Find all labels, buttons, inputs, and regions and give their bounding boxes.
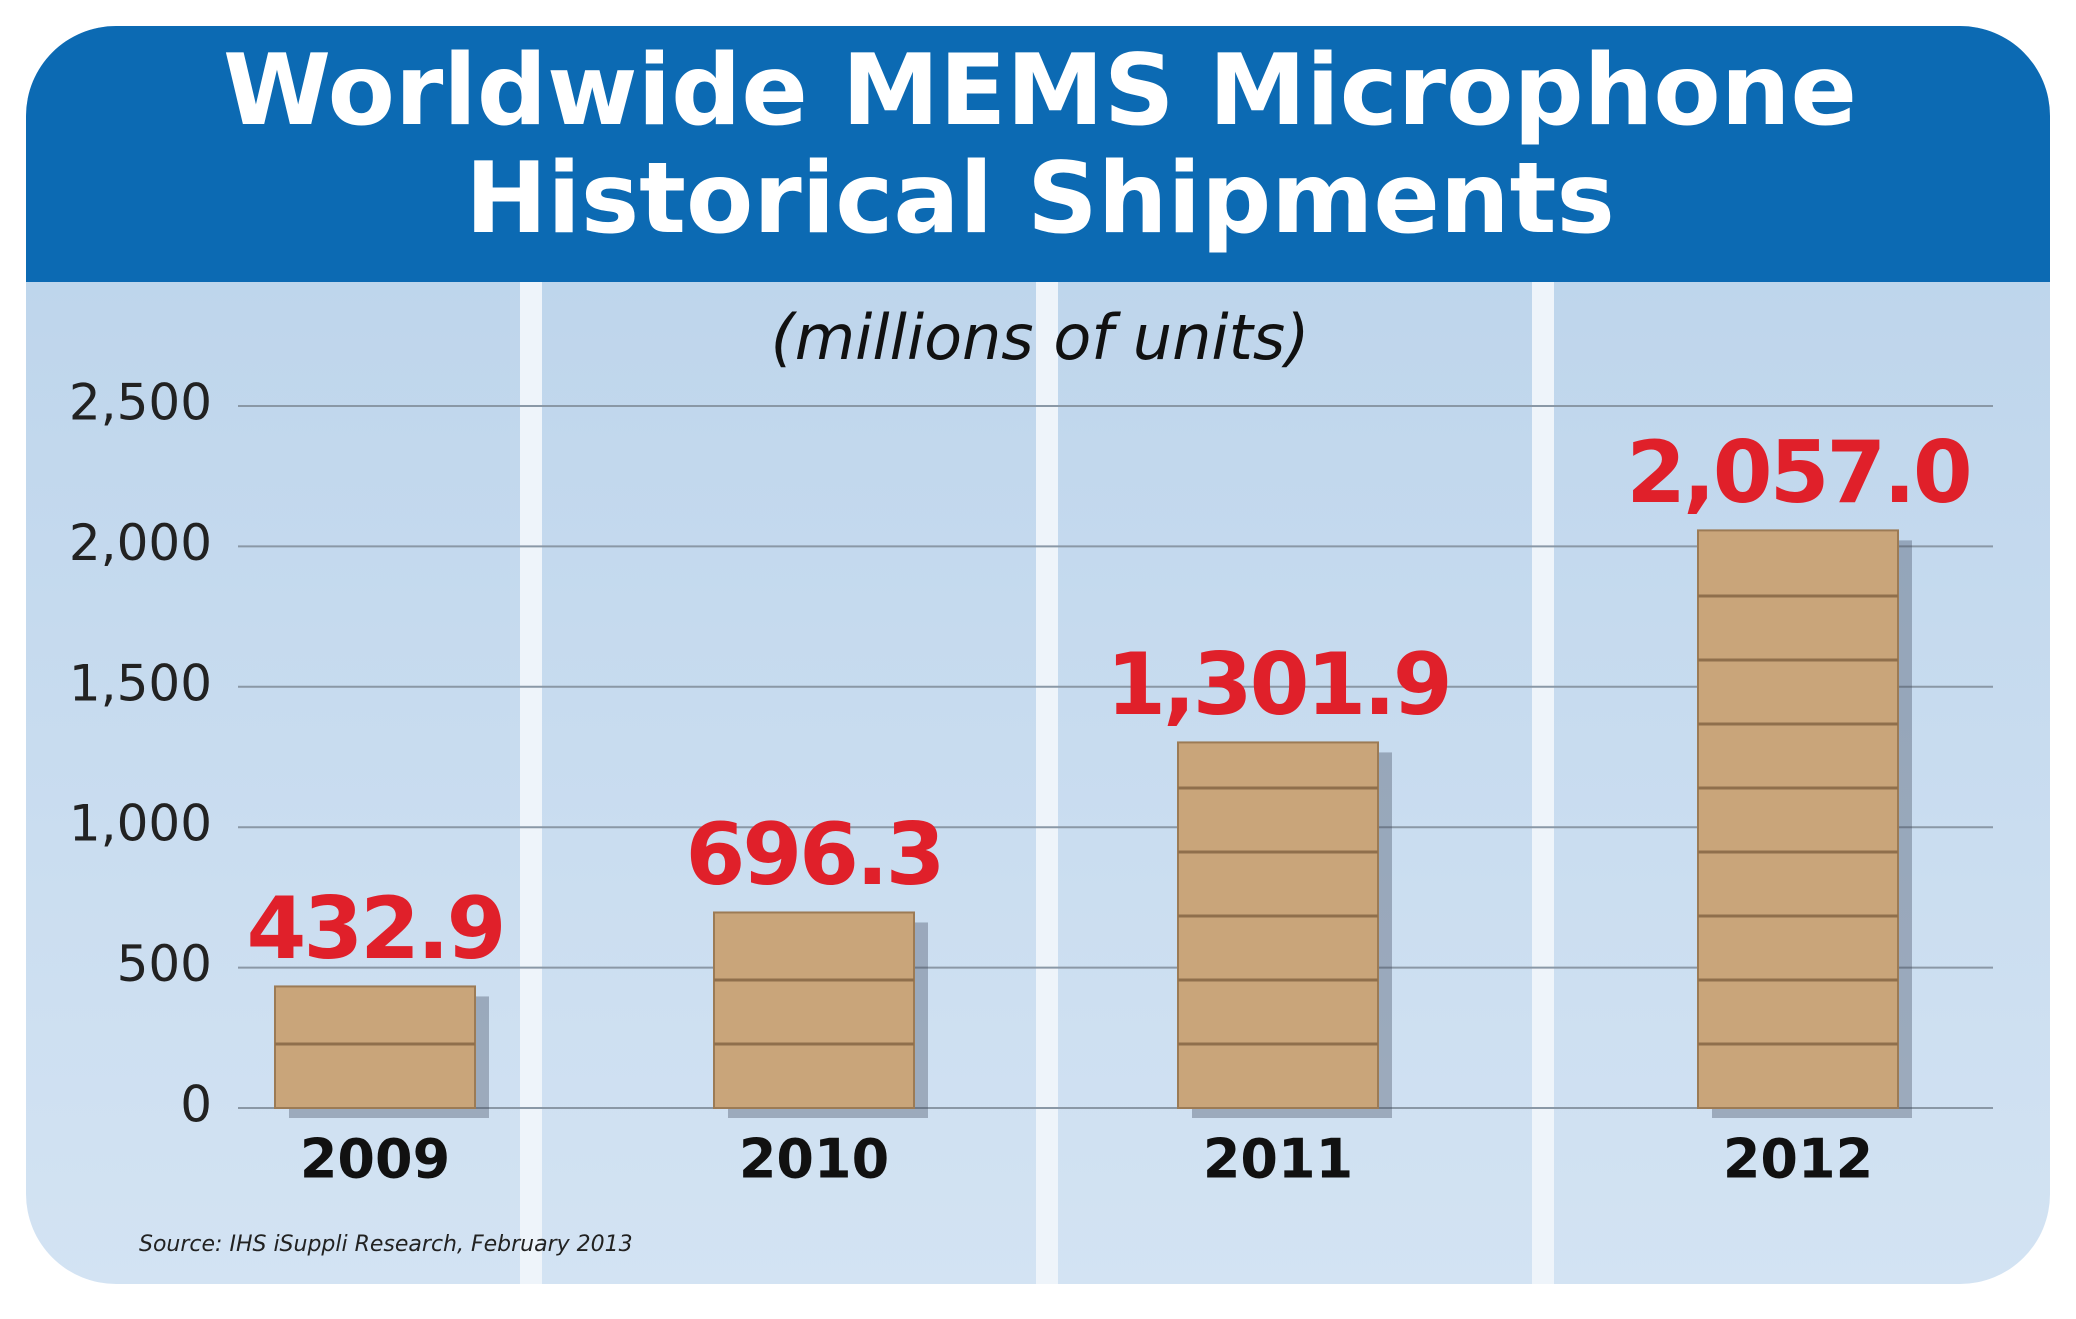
y-tick-label: 1,000 [69, 795, 212, 853]
y-tick-label: 2,500 [69, 374, 212, 432]
source-note: Source: IHS iSuppli Research, February 2… [139, 1232, 633, 1257]
y-tick-label: 500 [117, 935, 212, 993]
value-label: 432.9 [246, 879, 503, 979]
x-tick-label: 2009 [300, 1128, 450, 1191]
plot: 0 500 1,000 1,500 2,000 2,500 2009 432.9 2010 696… [69, 374, 1993, 1191]
bar [1697, 529, 1899, 1109]
header-band [26, 26, 2050, 282]
value-label: 2,057.0 [1626, 423, 1970, 523]
bar [1177, 741, 1379, 1109]
y-tick-label: 0 [180, 1076, 212, 1134]
value-label: 1,301.9 [1106, 635, 1450, 735]
y-tick-label: 1,500 [69, 654, 212, 712]
bar [274, 985, 476, 1109]
x-tick-label: 2011 [1203, 1128, 1353, 1191]
x-tick-label: 2012 [1723, 1128, 1873, 1191]
x-tick-label: 2010 [739, 1128, 889, 1191]
bar [713, 911, 915, 1109]
value-label: 696.3 [685, 805, 942, 905]
y-tick-label: 2,000 [69, 514, 212, 572]
chart-subtitle: (millions of units) [771, 301, 1310, 374]
chart-title: Historical Shipments [465, 142, 1615, 256]
chart-title: Worldwide MEMS Microphone [223, 34, 1857, 148]
